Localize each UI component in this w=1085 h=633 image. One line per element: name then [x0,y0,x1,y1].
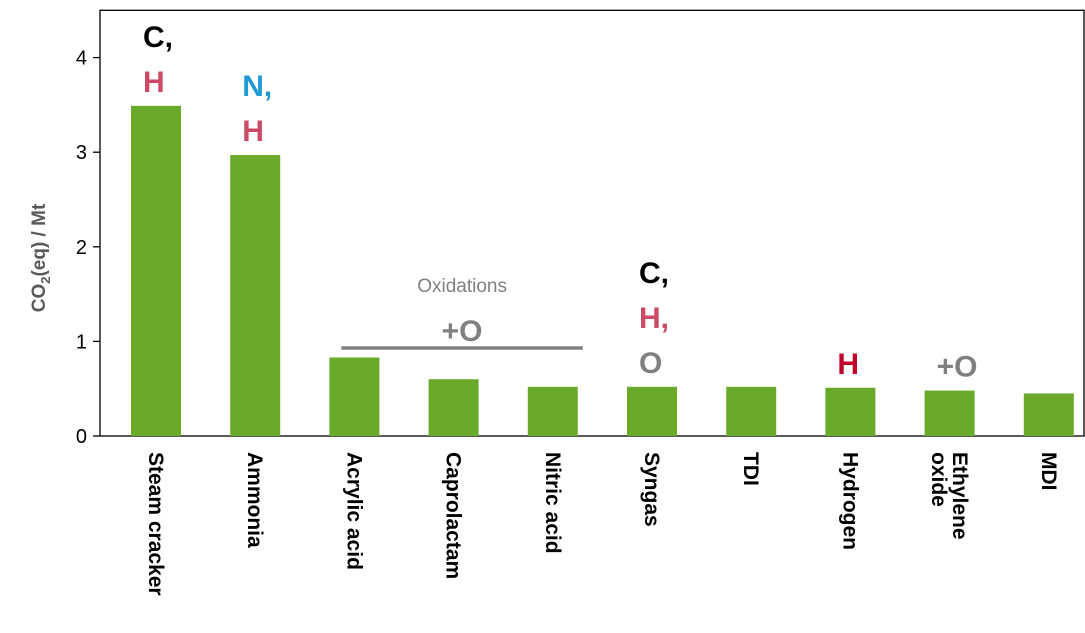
y-axis-title-rest: (eq) / Mt [29,203,50,276]
element-annotation: H [837,348,859,381]
category-label: Steam cracker [144,452,167,596]
bar [131,105,181,436]
element-annotation: N, [242,70,272,103]
category-label: Ammonia [243,452,266,548]
y-tick-label: 0 [76,426,87,448]
element-annotation: H [242,115,264,148]
element-annotation: C, [143,21,173,54]
y-tick-label: 1 [76,331,87,353]
category-label: Acrylic acid [342,452,365,570]
bars [131,105,1074,436]
y-axis-title-main: CO [29,284,50,313]
bar [428,379,479,436]
bar [726,386,777,436]
y-axis-title-subscript: 2 [38,277,53,284]
category-label: Caprolactam [442,452,465,579]
bar [924,390,975,436]
bar [627,386,677,436]
category-label: oxide [927,452,950,507]
category-label: Nitric acid [541,452,564,554]
bar [527,386,578,436]
element-annotation: O [639,347,662,380]
annotations: C, H N, H C, H, O H +O [143,21,977,384]
element-annotation: H, [639,302,669,335]
category-label: MDI [1037,452,1060,491]
y-axis-title: CO2(eq) / Mt [29,203,53,312]
element-annotation: H [143,66,165,99]
element-annotation: C, [639,257,669,290]
y-tick-label: 2 [76,237,87,259]
bar [1023,393,1074,436]
y-tick-label: 3 [76,142,87,164]
axes: 0 1 2 3 4 [76,9,1085,448]
category-labels: Steam cracker Ammonia Acrylic acid Caprolac… [144,452,1060,596]
bar [825,387,876,436]
category-label: Ethylene [948,452,971,540]
category-label: Hydrogen [838,452,861,550]
bar [230,155,281,436]
bar [329,357,380,436]
group-symbol: +O [442,315,483,348]
category-label: TDI [739,452,762,486]
group-label: Oxidations [417,276,507,297]
y-tick-label: 4 [76,48,87,70]
plot-frame [99,9,1085,437]
category-label: Syngas [640,452,663,527]
element-annotation: +O [937,351,978,384]
oxidations-group: +O Oxidations [341,276,583,350]
